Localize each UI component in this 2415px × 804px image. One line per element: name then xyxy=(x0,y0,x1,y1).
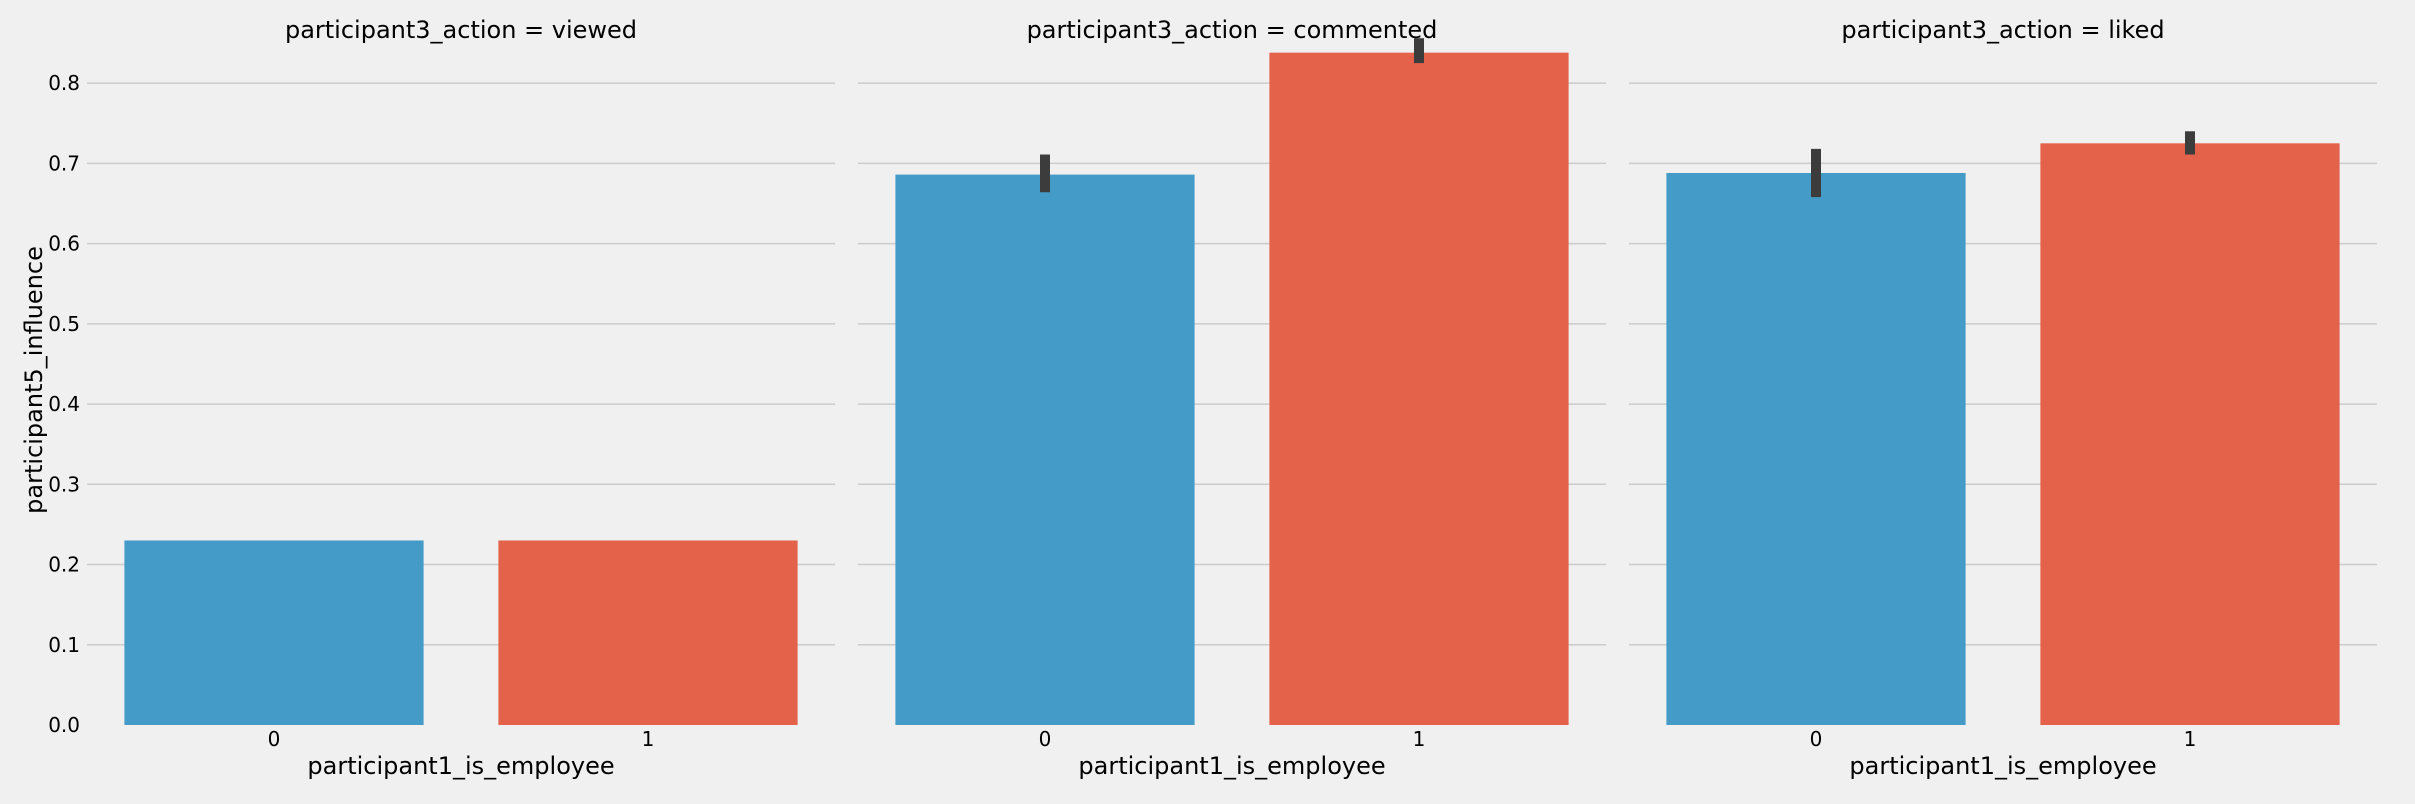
x-tick-label: 0 xyxy=(1810,727,1823,751)
y-tick-label: 0.3 xyxy=(48,472,80,496)
panel-title: participant3_action = commented xyxy=(1027,16,1438,44)
bar xyxy=(895,174,1195,726)
panel-title: participant3_action = viewed xyxy=(285,16,637,44)
x-tick-label: 1 xyxy=(1413,727,1426,751)
bar xyxy=(1666,173,1966,725)
x-tick-label: 1 xyxy=(2184,727,2197,751)
y-tick-label: 0.2 xyxy=(48,553,80,577)
x-axis-label: participant1_is_employee xyxy=(1078,752,1385,780)
y-tick-label: 0.7 xyxy=(48,151,80,175)
panel-title: participant3_action = liked xyxy=(1841,16,2164,44)
y-tick-label: 0.0 xyxy=(48,713,80,737)
bar xyxy=(498,540,798,725)
x-axis-label: participant1_is_employee xyxy=(307,752,614,780)
x-tick-label: 1 xyxy=(642,727,655,751)
y-tick-label: 0.8 xyxy=(48,71,80,95)
x-tick-label: 0 xyxy=(1039,727,1052,751)
bar xyxy=(124,540,424,725)
y-axis-label: participant5_influence xyxy=(20,246,48,514)
x-axis-label: participant1_is_employee xyxy=(1849,752,2156,780)
y-tick-label: 0.1 xyxy=(48,633,80,657)
bar xyxy=(1269,52,1569,725)
x-tick-label: 0 xyxy=(268,727,281,751)
y-tick-label: 0.6 xyxy=(48,232,80,256)
y-tick-label: 0.4 xyxy=(48,392,80,416)
y-tick-label: 0.5 xyxy=(48,312,80,336)
bar xyxy=(2040,143,2340,725)
